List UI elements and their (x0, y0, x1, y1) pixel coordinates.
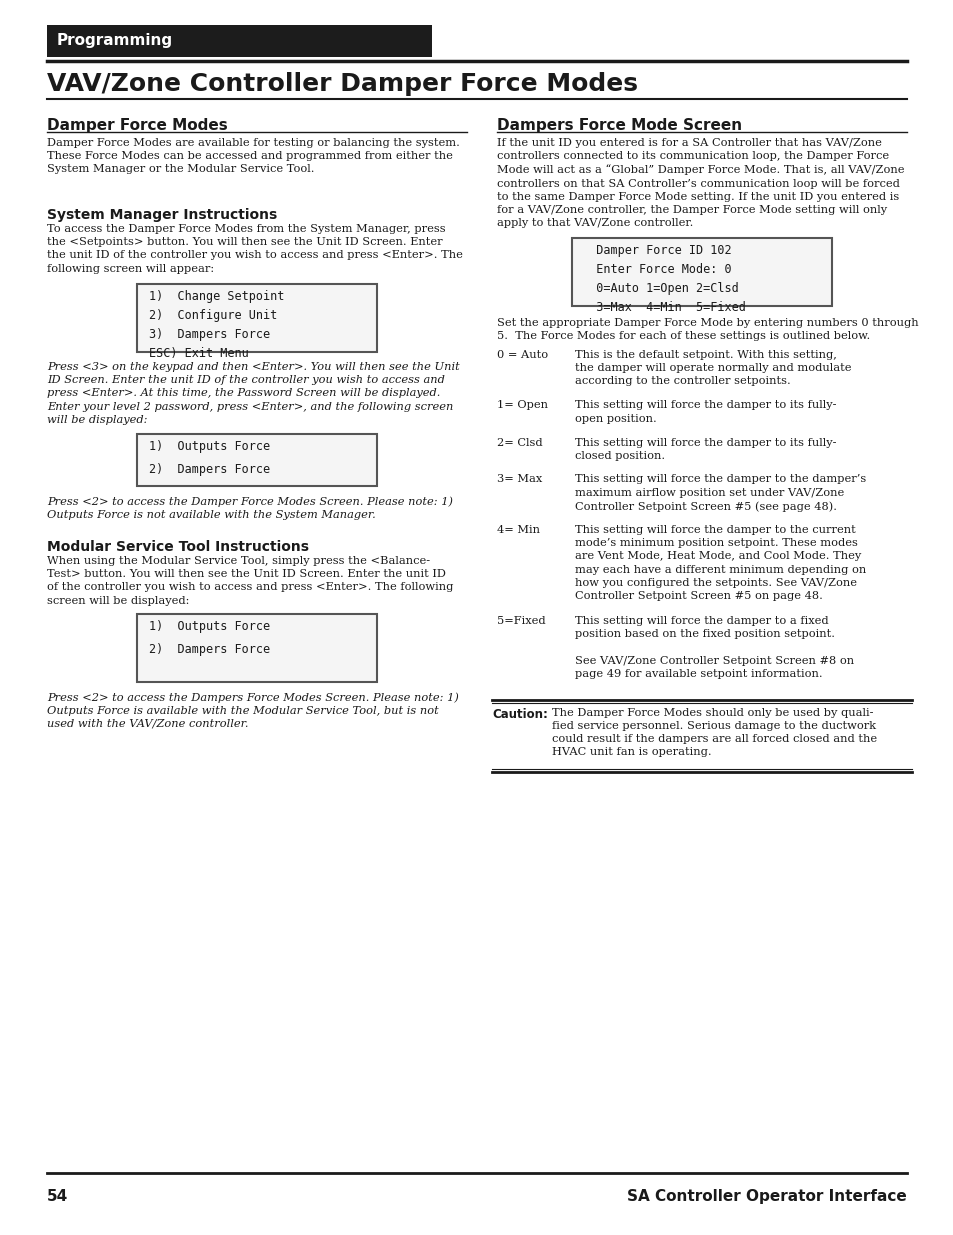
Text: Press <2> to access the Damper Force Modes Screen. Please note: 1)
Outputs Force: Press <2> to access the Damper Force Mod… (47, 496, 453, 520)
Text: This setting will force the damper to its fully-
open position.: This setting will force the damper to it… (575, 400, 836, 424)
Bar (47, 25, 432, 57)
Text: The Damper Force Modes should only be used by quali-
fied service personnel. Ser: The Damper Force Modes should only be us… (552, 708, 876, 757)
Text: Dampers Force Mode Screen: Dampers Force Mode Screen (497, 119, 741, 133)
Text: 4= Min: 4= Min (497, 525, 539, 535)
Text: Damper Force Modes are available for testing or balancing the system.
These Forc: Damper Force Modes are available for tes… (47, 138, 459, 174)
Bar (137, 284, 376, 352)
Text: 2= Clsd: 2= Clsd (497, 437, 542, 447)
Text: This setting will force the damper to a fixed
position based on the fixed positi: This setting will force the damper to a … (575, 616, 853, 679)
Text: 1)  Outputs Force
2)  Dampers Force: 1) Outputs Force 2) Dampers Force (149, 620, 270, 656)
Text: This setting will force the damper to its fully-
closed position.: This setting will force the damper to it… (575, 437, 836, 461)
Text: SA Controller Operator Interface: SA Controller Operator Interface (626, 1189, 906, 1204)
Text: When using the Modular Service Tool, simply press the <Balance-
Test> button. Yo: When using the Modular Service Tool, sim… (47, 556, 453, 605)
Text: Programming: Programming (57, 33, 172, 48)
Bar (137, 614, 376, 682)
Text: 54: 54 (47, 1189, 69, 1204)
Text: 1)  Change Setpoint
2)  Configure Unit
3)  Dampers Force
ESC) Exit Menu: 1) Change Setpoint 2) Configure Unit 3) … (149, 290, 284, 359)
Text: This setting will force the damper to the current
mode’s minimum position setpoi: This setting will force the damper to th… (575, 525, 865, 601)
Text: Set the appropriate Damper Force Mode by entering numbers 0 through
5.  The Forc: Set the appropriate Damper Force Mode by… (497, 317, 918, 341)
Bar (572, 238, 831, 306)
Text: 0 = Auto: 0 = Auto (497, 350, 548, 359)
Text: System Manager Instructions: System Manager Instructions (47, 207, 277, 222)
Text: This setting will force the damper to the damper’s
maximum airflow position set : This setting will force the damper to th… (575, 474, 865, 511)
Text: 1)  Outputs Force
2)  Dampers Force: 1) Outputs Force 2) Dampers Force (149, 440, 270, 475)
Text: Caution:: Caution: (492, 708, 547, 720)
Text: 1= Open: 1= Open (497, 400, 547, 410)
Text: If the unit ID you entered is for a SA Controller that has VAV/Zone
controllers : If the unit ID you entered is for a SA C… (497, 138, 903, 228)
Text: To access the Damper Force Modes from the System Manager, press
the <Setpoints> : To access the Damper Force Modes from th… (47, 224, 462, 274)
Text: Press <3> on the keypad and then <Enter>. You will then see the Unit
ID Screen. : Press <3> on the keypad and then <Enter>… (47, 362, 459, 425)
Text: Damper Force ID 102
  Enter Force Mode: 0
  0=Auto 1=Open 2=Clsd
  3=Max  4=Min : Damper Force ID 102 Enter Force Mode: 0 … (581, 245, 745, 314)
Text: 5=Fixed: 5=Fixed (497, 616, 545, 626)
Text: Damper Force Modes: Damper Force Modes (47, 119, 228, 133)
Text: Press <2> to access the Dampers Force Modes Screen. Please note: 1)
Outputs Forc: Press <2> to access the Dampers Force Mo… (47, 692, 458, 729)
Text: 3= Max: 3= Max (497, 474, 541, 484)
Text: Modular Service Tool Instructions: Modular Service Tool Instructions (47, 540, 309, 555)
Text: VAV/Zone Controller Damper Force Modes: VAV/Zone Controller Damper Force Modes (47, 72, 638, 96)
Text: This is the default setpoint. With this setting,
the damper will operate normall: This is the default setpoint. With this … (575, 350, 851, 387)
Bar (137, 433, 376, 487)
